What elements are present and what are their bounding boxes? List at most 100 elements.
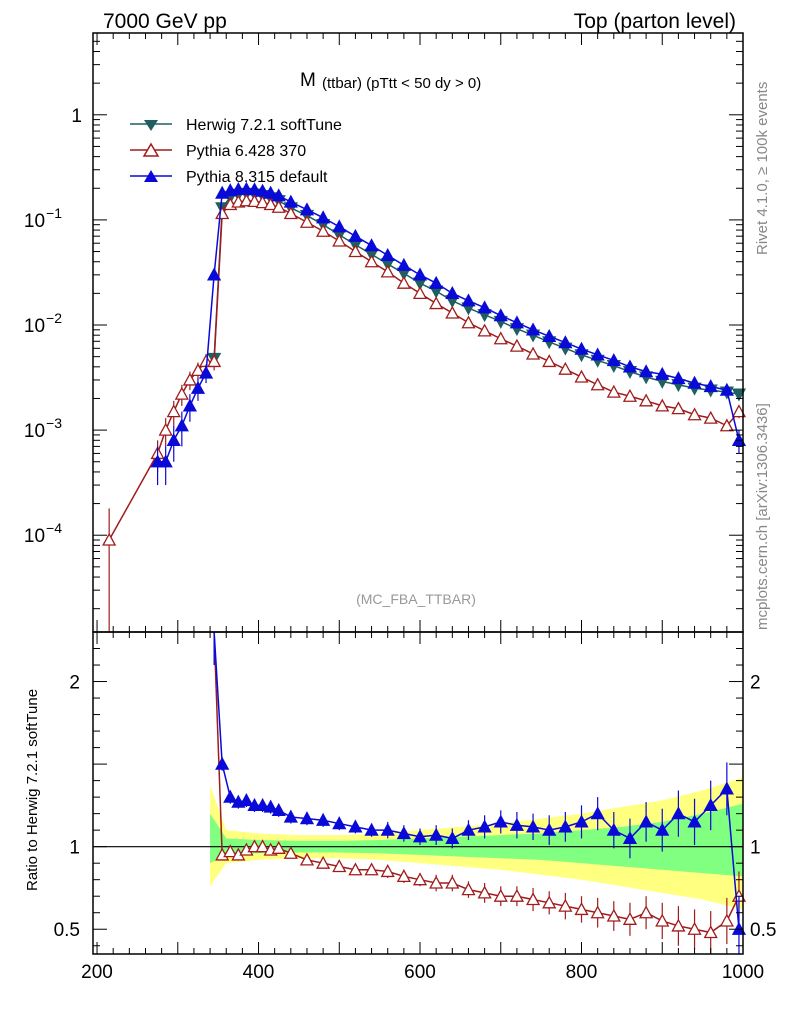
data-point — [412, 267, 428, 281]
data-point — [190, 380, 206, 394]
data-point — [719, 382, 734, 396]
series-2 — [150, 181, 747, 486]
ratio-data-point — [622, 831, 638, 845]
legend-marker-pythia6 — [142, 142, 160, 157]
data-point — [445, 286, 460, 300]
ratio-data-point — [429, 827, 444, 841]
data-point — [477, 300, 492, 314]
ratio-data-point — [223, 789, 238, 803]
data-point — [639, 393, 654, 407]
ratio-data-point — [493, 888, 508, 902]
ratio-data-point — [223, 844, 238, 858]
data-point — [215, 206, 230, 220]
ratio-data-point — [299, 852, 315, 866]
ratio-series-0 — [213, 631, 747, 954]
ratio-data-point — [687, 814, 702, 828]
data-point — [509, 338, 525, 352]
data-point — [380, 264, 395, 278]
data-point — [606, 353, 621, 367]
ratio-data-point — [412, 829, 428, 843]
data-point — [174, 418, 189, 432]
data-point — [332, 219, 347, 233]
data-point — [477, 323, 492, 337]
data-point — [703, 410, 718, 424]
ratio-data-point — [332, 816, 347, 830]
data-point — [558, 361, 573, 375]
mcplots-label: mcplots.cern.ch [arXiv:1306.3436] — [754, 403, 771, 630]
data-point — [461, 315, 476, 329]
legend-item-pythia8: Pythia 8.315 default — [130, 169, 328, 186]
ratio-data-point — [271, 802, 286, 816]
ratio-data-point — [445, 831, 460, 845]
ratio-data-point — [525, 819, 541, 833]
series-0 — [207, 187, 747, 402]
data-point — [493, 331, 508, 345]
data-point — [525, 322, 541, 336]
ratio-data-point — [509, 817, 525, 831]
ratio-band-green — [210, 803, 743, 877]
main-plot-area — [102, 181, 747, 632]
y-tick-label: 10−2 — [24, 310, 62, 337]
data-point — [542, 328, 557, 342]
legend-marker-pythia8 — [144, 170, 158, 182]
ratio-data-point — [509, 888, 525, 902]
ratio-data-point — [687, 921, 702, 935]
ratio-data-point — [622, 911, 638, 925]
data-point — [174, 386, 189, 400]
ratio-data-point — [364, 822, 379, 836]
data-point — [687, 407, 702, 421]
ratio-data-point — [263, 799, 278, 813]
ratio-data-point — [299, 811, 315, 825]
series-line — [108, 200, 740, 541]
ratio-y-tick-label-left: 1 — [69, 838, 80, 859]
ratio-data-point — [574, 902, 589, 916]
ratio-data-point — [606, 822, 621, 836]
data-point — [348, 228, 363, 242]
ratio-data-point — [590, 905, 605, 919]
header-left: 7000 GeV pp — [103, 10, 227, 33]
data-point — [445, 305, 460, 319]
data-point — [622, 388, 638, 402]
y-tick-exponent: −4 — [46, 520, 62, 536]
y-tick-exponent: −1 — [46, 205, 62, 221]
data-point — [622, 359, 638, 373]
data-point — [429, 296, 444, 310]
ratio-y-tick-label-right: 0.5 — [750, 920, 776, 941]
data-point — [332, 233, 347, 247]
ratio-data-point — [239, 793, 254, 807]
data-point — [558, 335, 573, 349]
ratio-data-point — [396, 869, 411, 883]
data-point — [429, 275, 444, 289]
ratio-data-point — [477, 885, 492, 899]
ratio-data-point — [542, 895, 557, 909]
ratio-data-point — [348, 862, 363, 876]
data-point — [542, 354, 557, 368]
ratio-data-point — [671, 806, 686, 820]
header-right: Top (parton level) — [574, 10, 736, 33]
ratio-data-point — [590, 806, 605, 820]
legend: Herwig 7.2.1 softTune Pythia 6.428 370 P… — [130, 117, 342, 186]
data-point — [239, 181, 254, 195]
analysis-watermark: (MC_FBA_TTBAR) — [356, 591, 476, 607]
ratio-data-point — [719, 913, 734, 927]
chart-title: M — [300, 70, 316, 91]
data-point — [719, 418, 734, 432]
legend-item-herwig: Herwig 7.2.1 softTune — [130, 117, 342, 134]
ratio-data-point — [364, 862, 379, 876]
ratio-data-point — [719, 781, 734, 795]
ratio-data-point — [558, 819, 573, 833]
y-tick-label: 10−3 — [24, 415, 62, 442]
ratio-y-tick-label-left: 0.5 — [54, 920, 80, 941]
ratio-data-point — [525, 892, 541, 906]
ratio-data-point — [703, 925, 718, 939]
data-point — [207, 354, 222, 368]
data-point — [198, 365, 214, 379]
ratio-data-point — [380, 822, 395, 836]
data-point — [190, 363, 206, 377]
data-point — [574, 341, 589, 355]
y-tick-exponent: −2 — [46, 310, 62, 326]
data-point — [509, 315, 525, 329]
data-point — [574, 369, 589, 383]
data-point — [348, 244, 363, 258]
